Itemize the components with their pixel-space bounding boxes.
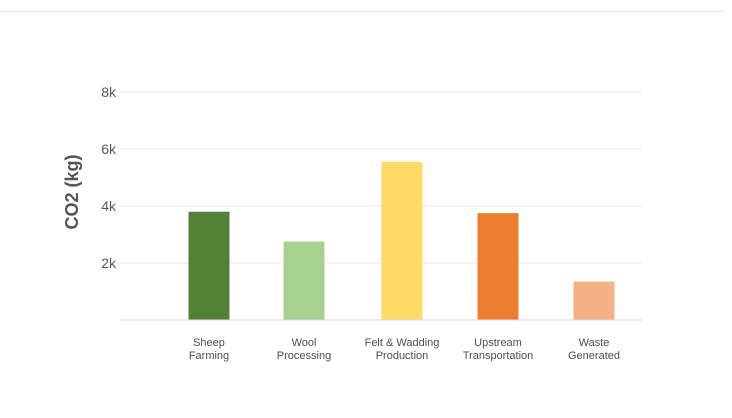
x-category-label: Production [376,350,429,362]
bar [573,281,615,320]
bars [188,161,615,320]
x-category-label: Farming [189,350,229,362]
y-tick-label: 8k [101,84,117,100]
x-category-label: Processing [277,350,331,362]
bar [283,241,325,320]
y-axis-label: CO2 (kg) [62,154,82,229]
y-tick-label: 2k [101,255,117,271]
x-category-label: Wool [292,337,317,349]
y-tick-label: 6k [101,141,117,157]
x-category-label: Upstream [474,337,522,349]
bar [477,213,519,320]
bar [381,161,423,320]
x-category-label: Generated [568,350,620,362]
y-axis-ticks: 2k 4k 6k 8k [101,84,117,271]
x-category-label: Waste [579,337,610,349]
bar [188,211,230,320]
x-category-label: Felt & Wadding [365,337,440,349]
top-divider [0,11,724,12]
x-category-label: Sheep [193,337,225,349]
y-tick-label: 4k [101,198,117,214]
x-category-label: Transportation [463,350,534,362]
